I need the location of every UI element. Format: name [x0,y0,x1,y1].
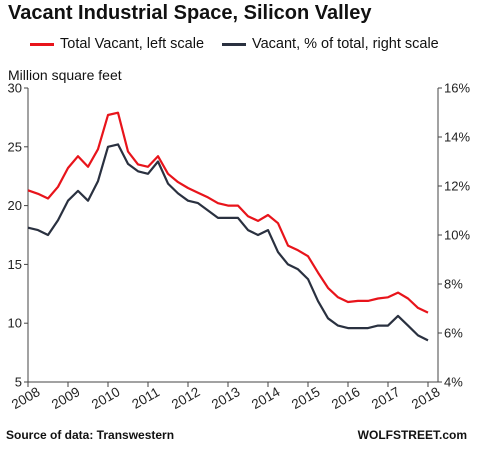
x-tick-label: 2011 [129,384,162,412]
y-right-tick-label: 6% [444,326,463,341]
x-tick-label: 2017 [369,384,403,412]
series-line-vacant-pct [27,143,429,342]
x-tick-label: 2013 [209,384,243,412]
x-tick-label: 2014 [249,384,283,412]
series-line-total-vacant [27,111,429,314]
x-tick-label: 2012 [169,384,203,412]
y-left-tick-label: 20 [8,198,22,213]
legend-label-vacant-pct: Vacant, % of total, right scale [252,36,439,52]
x-tick-label: 2010 [89,384,123,412]
y-left-tick-label: 10 [8,316,22,331]
x-tick-label: 2018 [409,384,443,412]
y-left-tick-label: 30 [8,81,22,96]
y-left-tick-label: 25 [8,139,22,154]
y-right-tick-label: 12% [444,179,470,194]
y-right-tick-label: 10% [444,228,470,243]
y-right-tick-label: 16% [444,81,470,96]
y-axis-label: Million square feet [8,67,122,83]
legend-swatch-total-vacant [30,42,54,46]
y-right-tick-label: 8% [444,277,463,292]
legend-item-vacant-pct: Vacant, % of total, right scale [222,36,439,52]
y-left-tick-label: 15 [8,257,22,272]
brand-label: WOLFSTREET.com [357,428,467,442]
y-right-tick-label: 14% [444,130,470,145]
x-tick-label: 2015 [289,384,323,412]
y-left-tick-label: 5 [15,375,22,390]
legend-label-total-vacant: Total Vacant, left scale [60,36,205,52]
x-tick-label: 2016 [329,384,363,412]
legend-item-total-vacant: Total Vacant, left scale [30,36,204,52]
x-tick-label: 2009 [49,384,83,412]
legend: Total Vacant, left scale Vacant, % of to… [30,36,457,52]
source-note: Source of data: Transwestern [6,428,175,442]
y-right-tick-label: 4% [444,375,463,390]
chart-title: Vacant Industrial Space, Silicon Valley [8,2,372,24]
legend-swatch-vacant-pct [222,42,247,46]
